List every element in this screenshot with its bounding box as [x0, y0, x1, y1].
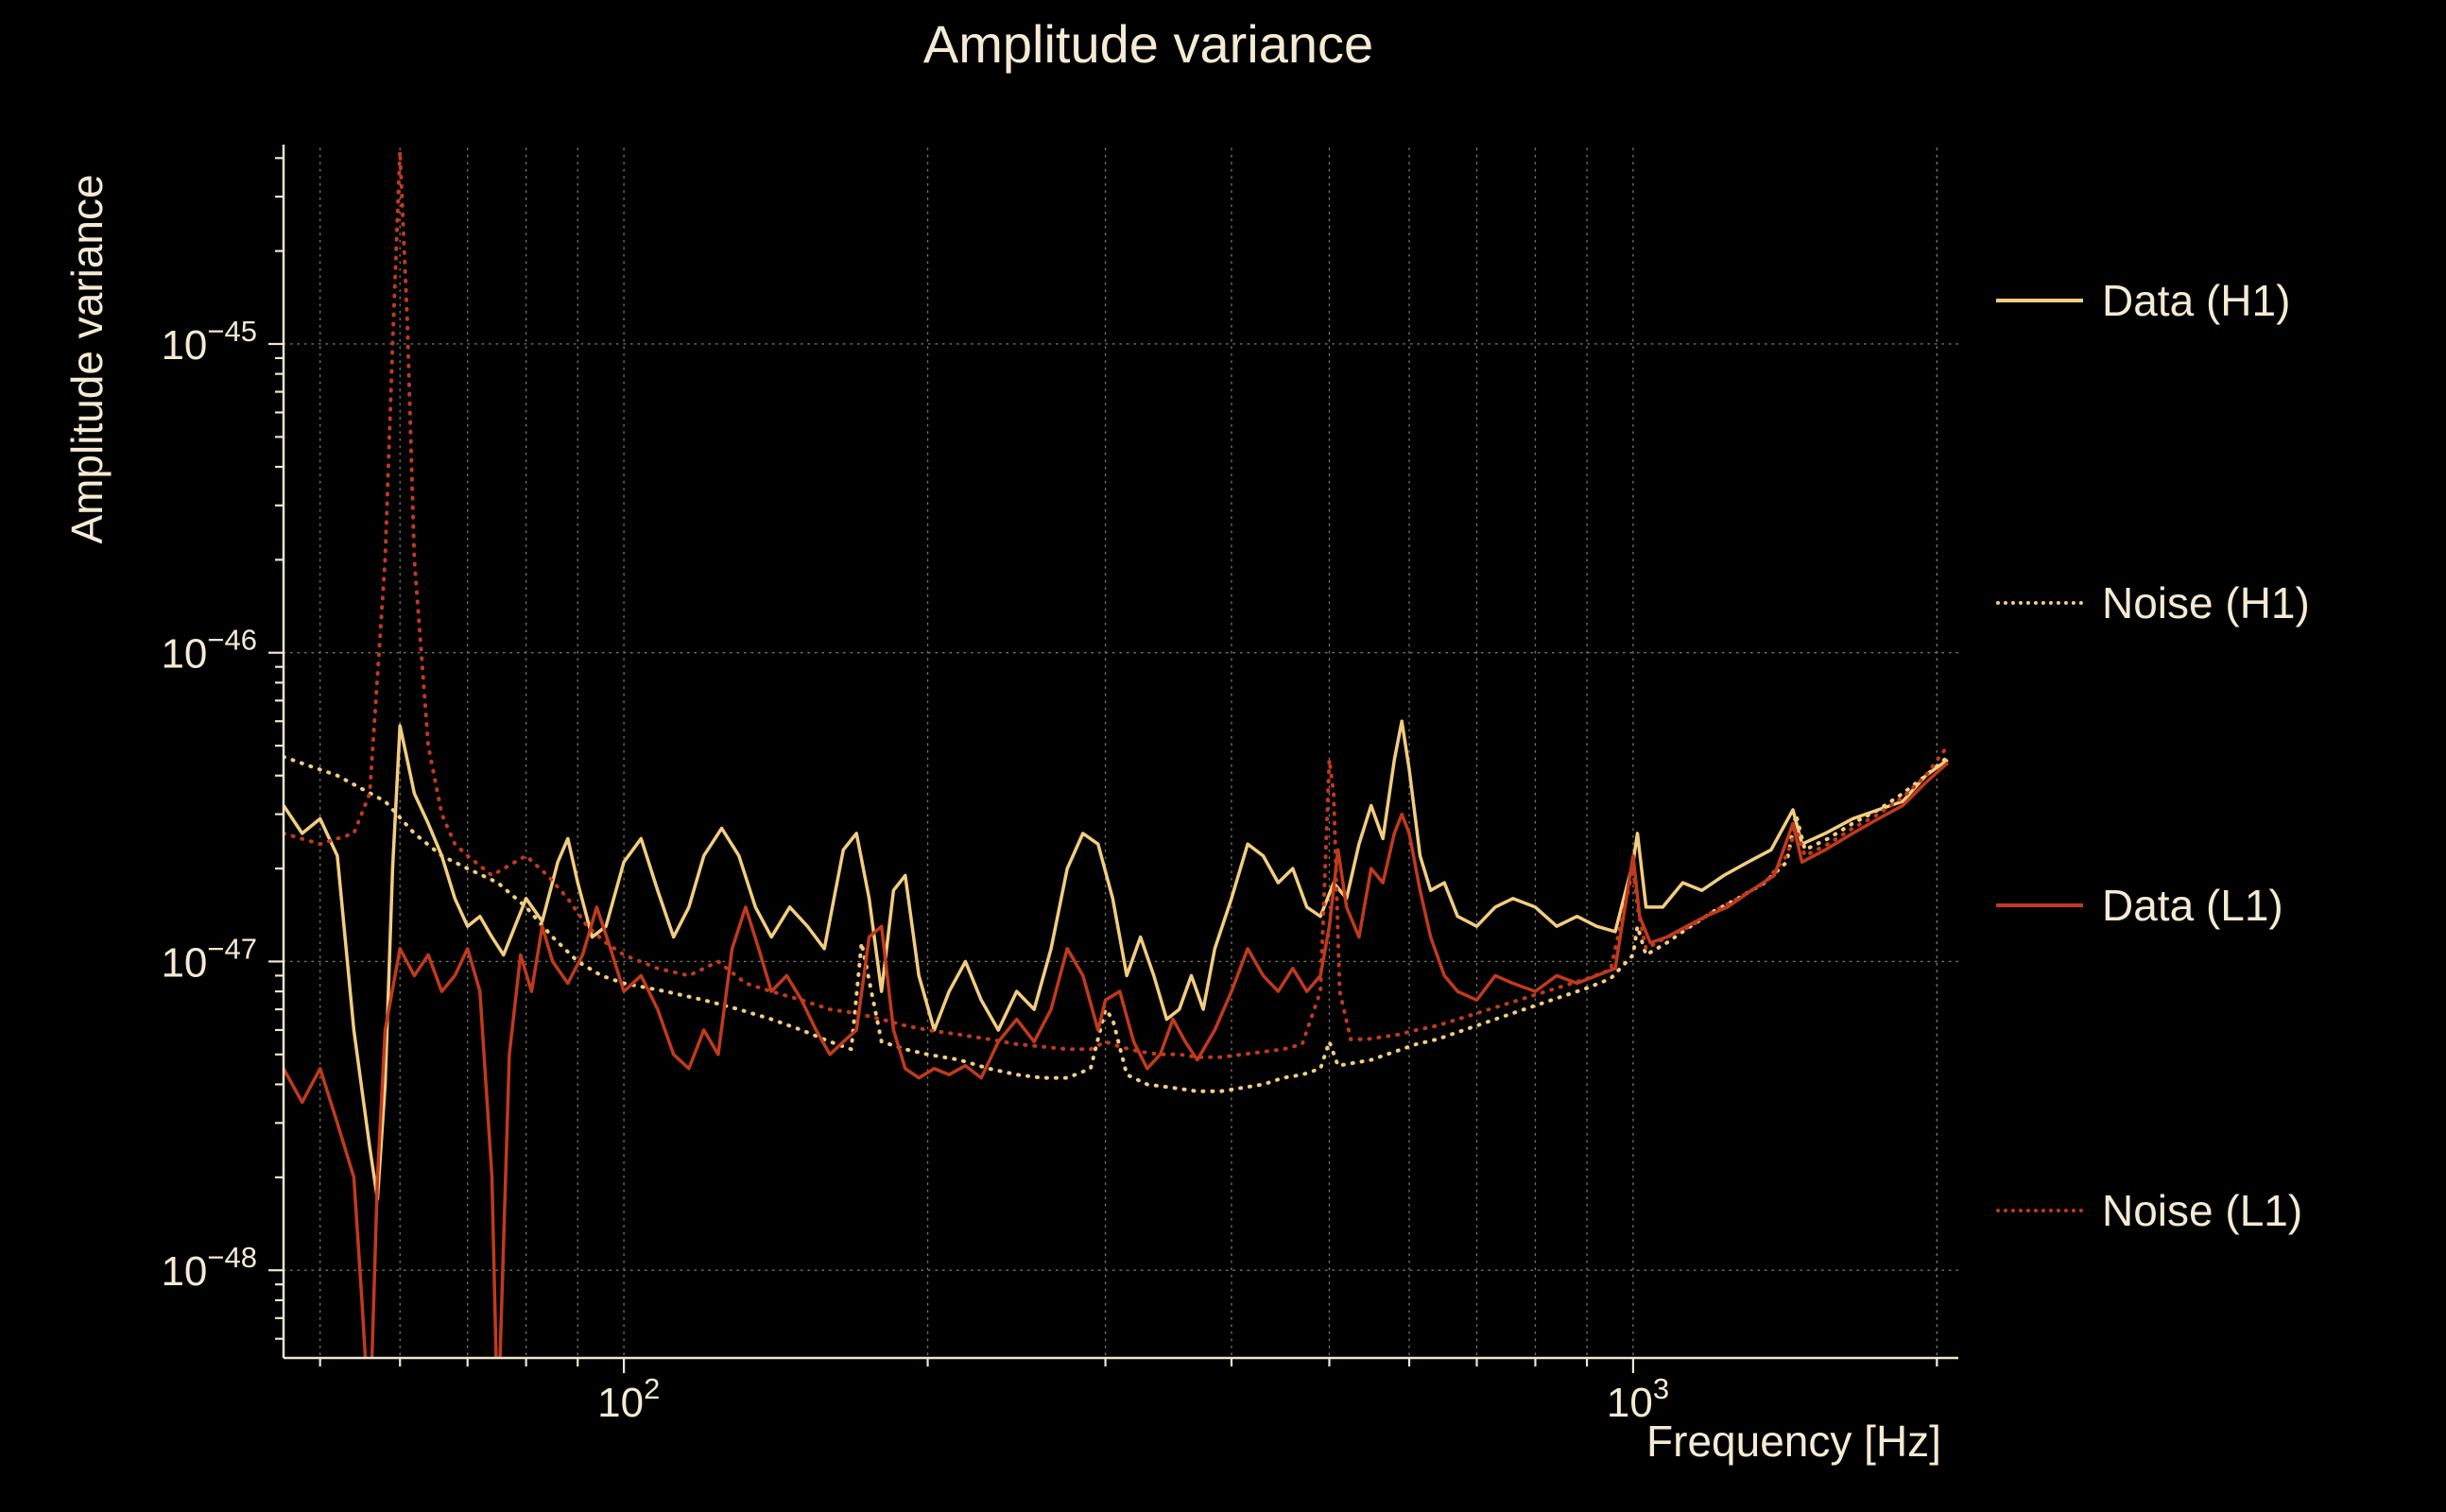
grid-lines — [283, 147, 1959, 1359]
y-tick-label: 10−47 — [161, 932, 257, 986]
series-line-noise-h1 — [284, 754, 1950, 1093]
axes-spines — [282, 145, 1958, 1360]
chart-title: Amplitude variance — [922, 14, 1374, 74]
y-tick-label: 10−46 — [161, 624, 257, 678]
legend-label-noise-h1: Noise (H1) — [2102, 578, 2310, 627]
legend-label-data-h1: Data (H1) — [2102, 276, 2291, 325]
legend-item-noise-h1: Noise (H1) — [1996, 576, 2310, 629]
legend-item-data-l1: Data (L1) — [1996, 879, 2283, 932]
tick-marks — [268, 157, 1938, 1373]
series-group — [284, 151, 1950, 1358]
x-axis-label: Frequency [Hz] — [1646, 1417, 1941, 1466]
legend-item-data-h1: Data (H1) — [1996, 274, 2290, 327]
legend-label-noise-l1: Noise (L1) — [2102, 1186, 2303, 1235]
x-tick-label: 102 — [597, 1372, 660, 1426]
y-tick-label: 10−45 — [161, 315, 257, 369]
legend-line-sample-noise-h1 — [1996, 601, 2083, 605]
legend-line-sample-noise-l1 — [1996, 1209, 2083, 1212]
legend-line-sample-data-h1 — [1996, 299, 2083, 302]
legend-label-data-l1: Data (L1) — [2102, 881, 2283, 930]
y-tick-label: 10−48 — [161, 1241, 257, 1295]
series-line-data-l1 — [284, 761, 1949, 1358]
series-line-data-h1 — [284, 719, 1949, 1201]
legend-item-noise-l1: Noise (L1) — [1996, 1184, 2302, 1237]
x-tick-label: 103 — [1607, 1372, 1669, 1426]
legend-line-sample-data-l1 — [1996, 903, 2083, 907]
